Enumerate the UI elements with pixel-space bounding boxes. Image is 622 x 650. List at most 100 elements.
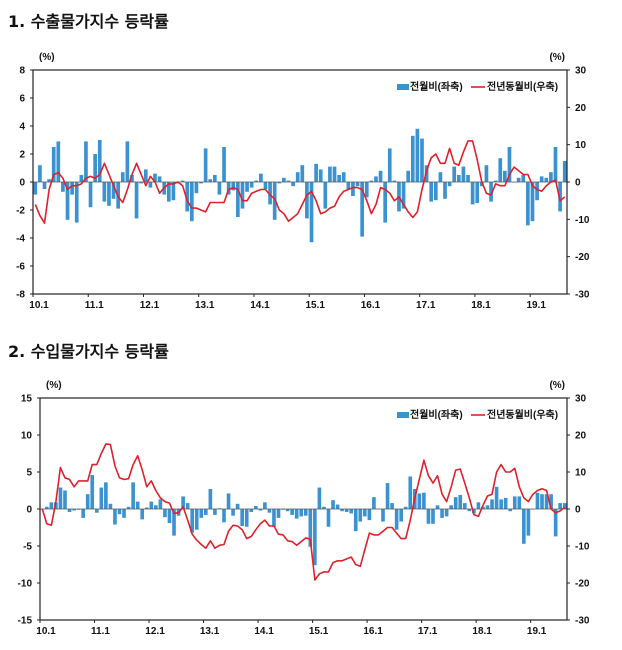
mom-bar: [104, 482, 108, 509]
mom-bar: [149, 502, 153, 509]
mom-bar: [100, 488, 104, 509]
mom-bar: [365, 182, 369, 197]
mom-bar: [245, 182, 249, 192]
mom-bar: [272, 509, 276, 527]
left-tick-label: 4: [19, 122, 25, 133]
legend-bar-swatch: [397, 84, 409, 90]
mom-bar: [195, 509, 199, 530]
x-tick-label: 19.1: [526, 300, 546, 311]
mom-bar: [126, 141, 130, 182]
mom-bar: [277, 509, 281, 518]
x-tick-label: 18.1: [472, 626, 492, 637]
right-tick-label: -30: [575, 290, 590, 301]
mom-bar: [291, 182, 295, 186]
mom-bar: [513, 496, 517, 509]
mom-bar: [90, 475, 94, 509]
mom-bar: [63, 491, 67, 510]
left-tick-label: 5: [26, 468, 32, 479]
x-tick-label: 14.1: [250, 300, 270, 311]
right-tick-label: 10: [575, 140, 587, 151]
mom-bar: [68, 509, 72, 512]
x-tick-label: 15.1: [305, 300, 325, 311]
mom-bar: [411, 136, 415, 182]
mom-bar: [368, 509, 372, 520]
legend-line-label: 전년동월비(우축): [487, 408, 558, 421]
mom-bar: [462, 167, 466, 182]
left-tick-label: 0: [19, 178, 25, 189]
mom-bar: [390, 503, 394, 509]
mom-bar: [463, 503, 467, 509]
x-tick-label: 10.1: [29, 300, 49, 311]
mom-bar: [103, 182, 107, 202]
left-tick-label: -15: [18, 616, 33, 627]
mom-bar: [264, 182, 268, 189]
legend-bar-swatch: [397, 412, 409, 418]
mom-bar: [526, 182, 530, 225]
x-tick-label: 19.1: [527, 626, 547, 637]
mom-bar: [399, 509, 403, 522]
x-tick-label: 18.1: [471, 300, 491, 311]
mom-bar: [168, 509, 172, 523]
mom-bar: [346, 182, 350, 189]
mom-bar: [154, 505, 158, 509]
mom-bar: [254, 506, 258, 509]
mom-bar: [241, 182, 245, 209]
mom-bar: [163, 509, 167, 517]
mom-bar: [457, 175, 461, 182]
x-tick-label: 16.1: [363, 626, 383, 637]
mom-bar: [172, 182, 176, 200]
mom-bar: [503, 171, 507, 182]
mom-bar: [121, 172, 125, 182]
mom-bar: [363, 509, 367, 516]
mom-bar: [84, 141, 88, 182]
right-tick-label: 20: [575, 431, 587, 442]
mom-bar: [304, 509, 308, 516]
mom-bar: [81, 509, 85, 518]
x-tick-label: 12.1: [140, 300, 160, 311]
mom-bar: [477, 502, 481, 509]
mom-bar: [535, 182, 539, 200]
mom-bar: [549, 172, 553, 182]
left-tick-label: 0: [26, 505, 32, 516]
right-axis-unit: (%): [549, 380, 565, 391]
mom-bar: [38, 165, 42, 182]
mom-bar: [75, 182, 79, 223]
mom-bar: [448, 182, 452, 186]
x-tick-label: 11.1: [91, 626, 110, 637]
x-tick-label: 11.1: [85, 300, 104, 311]
mom-bar: [379, 171, 383, 182]
right-tick-label: -20: [575, 579, 590, 590]
x-tick-label: 12.1: [145, 626, 165, 637]
right-tick-label: 10: [575, 468, 587, 479]
x-tick-label: 16.1: [361, 300, 381, 311]
right-tick-label: 20: [575, 103, 587, 114]
mom-bar: [250, 182, 254, 188]
mom-bar: [204, 509, 208, 515]
mom-bar: [434, 182, 438, 200]
mom-bar: [527, 509, 531, 536]
right-tick-label: -10: [575, 542, 590, 553]
mom-bar: [466, 175, 470, 182]
mom-bar: [554, 147, 558, 182]
mom-bar: [136, 502, 140, 509]
mom-bar: [240, 509, 244, 526]
mom-bar: [439, 172, 443, 182]
left-tick-label: 6: [19, 94, 25, 105]
mom-bar: [149, 182, 153, 188]
mom-bar: [56, 141, 60, 182]
mom-bar: [458, 495, 462, 509]
mom-bar: [209, 489, 213, 509]
mom-bar: [356, 182, 360, 186]
mom-bar: [471, 182, 475, 204]
mom-bar: [540, 176, 544, 182]
mom-bar: [374, 176, 378, 182]
right-tick-label: -20: [575, 252, 590, 263]
mom-bar: [231, 509, 235, 516]
mom-bar: [358, 509, 362, 522]
mom-bar: [406, 171, 410, 182]
mom-bar: [249, 509, 253, 512]
mom-bar: [327, 509, 331, 527]
right-tick-label: 30: [575, 394, 587, 405]
mom-bar: [429, 182, 433, 202]
